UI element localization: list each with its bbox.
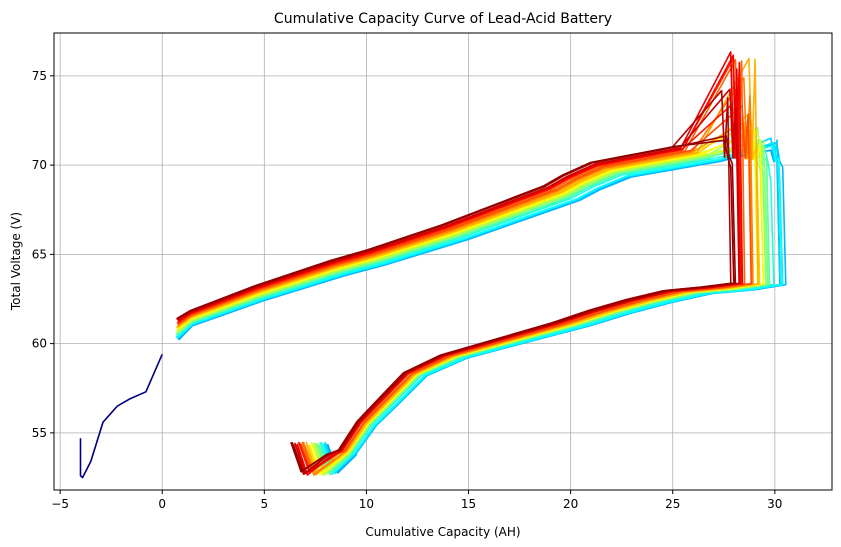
cycle-line <box>177 145 783 475</box>
cycle-line <box>176 146 775 473</box>
initial-discharge-line <box>79 353 163 479</box>
cycle-series <box>178 139 735 473</box>
y-tick-label: 70 <box>32 158 47 172</box>
axes: −5 0 5 10 15 20 25 30 55 60 65 70 75 <box>32 32 833 511</box>
grid <box>54 33 832 490</box>
cycle-series <box>177 105 752 472</box>
cycle-series <box>176 88 740 475</box>
chart-title: Cumulative Capacity Curve of Lead-Acid B… <box>274 11 612 27</box>
x-tick-label: −5 <box>51 497 69 511</box>
y-tick-label: 60 <box>32 337 47 351</box>
x-tick-label: 0 <box>158 497 166 511</box>
y-axis-label: Total Voltage (V) <box>9 212 23 311</box>
cycle-line <box>176 143 771 474</box>
y-tick-label: 55 <box>32 426 47 440</box>
cycle-line <box>177 105 752 472</box>
x-tick-label: 15 <box>461 497 476 511</box>
series-group <box>79 51 787 479</box>
cycle-line <box>178 139 735 473</box>
cycle-line <box>176 88 740 475</box>
x-tick-label: 20 <box>563 497 578 511</box>
x-axis-label: Cumulative Capacity (AH) <box>365 525 520 539</box>
x-tick-label: 5 <box>261 497 269 511</box>
x-tick-label: 30 <box>767 497 782 511</box>
cycle-series <box>176 143 771 474</box>
x-tick-label: 10 <box>359 497 374 511</box>
x-tick-label: 25 <box>665 497 680 511</box>
plot-frame <box>53 32 833 491</box>
cycle-series <box>177 57 759 476</box>
cycle-series <box>177 145 783 475</box>
y-tick-label: 75 <box>32 69 47 83</box>
y-tick-label: 65 <box>32 247 47 261</box>
cycle-series <box>176 146 775 473</box>
cycle-line <box>177 57 759 476</box>
